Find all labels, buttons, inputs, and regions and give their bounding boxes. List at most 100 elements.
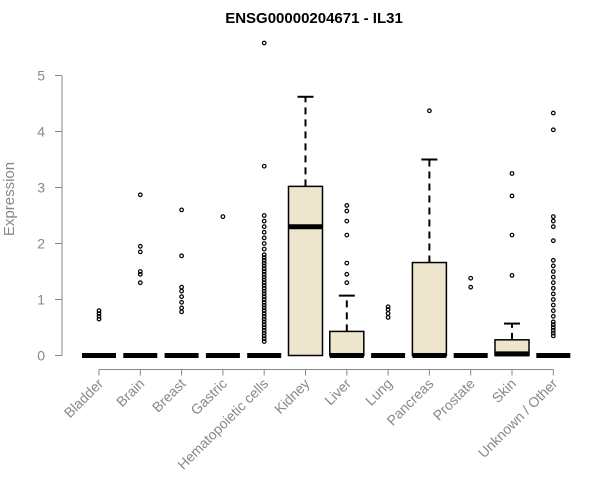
- outlier-point: [261, 255, 267, 260]
- outlier-point: [468, 275, 474, 281]
- outlier-point: [261, 305, 267, 311]
- outlier-point: [261, 313, 267, 319]
- outlier-point: [137, 269, 143, 274]
- outlier-point: [261, 336, 267, 342]
- outlier-point: [96, 316, 102, 322]
- outlier-point: [261, 224, 267, 230]
- outlier-point: [261, 252, 267, 258]
- outlier-point: [220, 214, 226, 220]
- outlier-point: [261, 263, 267, 269]
- outlier-point: [137, 192, 143, 198]
- outlier-point: [261, 299, 267, 305]
- outlier-point: [261, 302, 267, 308]
- outlier-point: [261, 333, 267, 339]
- outlier-point: [261, 40, 267, 46]
- outlier-point: [261, 241, 267, 246]
- outlier-point: [550, 291, 556, 297]
- outlier-point: [550, 257, 556, 263]
- outlier-point: [344, 280, 350, 286]
- outlier-point: [344, 271, 350, 277]
- outlier-point: [261, 213, 267, 218]
- outlier-point: [261, 319, 267, 325]
- outlier-point: [261, 311, 267, 316]
- outlier-point: [261, 308, 267, 314]
- outlier-point: [550, 280, 556, 286]
- outlier-point: [261, 163, 267, 169]
- outlier-point: [96, 311, 102, 316]
- outlier-point: [261, 291, 267, 297]
- outlier-point: [344, 232, 350, 238]
- y-tick-label: 1: [37, 292, 45, 308]
- outlier-point: [550, 285, 556, 291]
- outlier-point: [137, 271, 143, 277]
- outlier-point: [261, 288, 267, 294]
- outlier-point: [179, 309, 185, 315]
- outlier-point: [468, 284, 474, 290]
- outlier-point: [344, 260, 350, 266]
- outlier-point: [261, 246, 267, 252]
- outlier-point: [261, 271, 267, 277]
- outlier-point: [179, 288, 185, 294]
- outlier-point: [550, 274, 556, 280]
- outlier-point: [261, 218, 267, 224]
- outlier-point: [550, 110, 556, 116]
- outlier-point: [550, 302, 556, 308]
- outlier-point: [261, 294, 267, 300]
- outlier-point: [550, 327, 556, 333]
- chart-title: ENSG00000204671 - IL31: [225, 10, 403, 27]
- outlier-point: [261, 274, 267, 280]
- outlier-point: [550, 322, 556, 328]
- outlier-point: [550, 269, 556, 274]
- outlier-point: [509, 193, 515, 199]
- outlier-point: [344, 203, 350, 208]
- outlier-point: [261, 322, 267, 328]
- outlier-point: [550, 313, 556, 319]
- x-tick-label: Breast: [149, 375, 189, 415]
- y-tick-label: 4: [37, 124, 45, 140]
- outlier-point: [137, 243, 143, 249]
- outlier-point: [344, 218, 350, 224]
- outlier-point: [261, 260, 267, 266]
- x-tick-label: Liver: [321, 375, 354, 408]
- x-tick-label: Bladder: [61, 375, 107, 421]
- y-axis-label: Expression: [1, 162, 18, 236]
- outlier-point: [550, 263, 556, 269]
- outlier-point: [550, 308, 556, 314]
- outlier-point: [385, 311, 391, 316]
- outlier-point: [550, 325, 556, 330]
- outlier-point: [550, 224, 556, 230]
- outlier-point: [261, 257, 267, 263]
- outlier-point: [385, 307, 391, 312]
- x-tick-label: Prostate: [430, 375, 478, 423]
- outlier-point: [385, 315, 391, 320]
- x-tick-label: Kidney: [271, 375, 313, 417]
- outlier-point: [550, 238, 556, 244]
- y-tick-label: 5: [37, 68, 45, 84]
- box: [287, 185, 324, 357]
- outlier-point: [179, 253, 185, 259]
- outlier-point: [96, 308, 102, 314]
- outlier-point: [385, 304, 391, 310]
- outlier-point: [179, 294, 185, 300]
- outlier-point: [96, 313, 102, 319]
- x-tick-label: Brain: [113, 375, 147, 409]
- outlier-point: [261, 229, 267, 235]
- outlier-point: [550, 297, 556, 302]
- outlier-point: [261, 330, 267, 336]
- outlier-point: [550, 333, 556, 339]
- y-tick-label: 0: [37, 348, 45, 364]
- outlier-point: [509, 273, 515, 278]
- outlier-point: [550, 218, 556, 224]
- outlier-point: [261, 277, 267, 283]
- outlier-point: [261, 285, 267, 291]
- outlier-point: [344, 208, 350, 214]
- outlier-point: [261, 280, 267, 286]
- outlier-point: [179, 284, 185, 290]
- x-tick-label: Lung: [362, 375, 395, 408]
- outlier-point: [179, 299, 185, 305]
- box: [329, 330, 365, 357]
- outlier-point: [261, 327, 267, 333]
